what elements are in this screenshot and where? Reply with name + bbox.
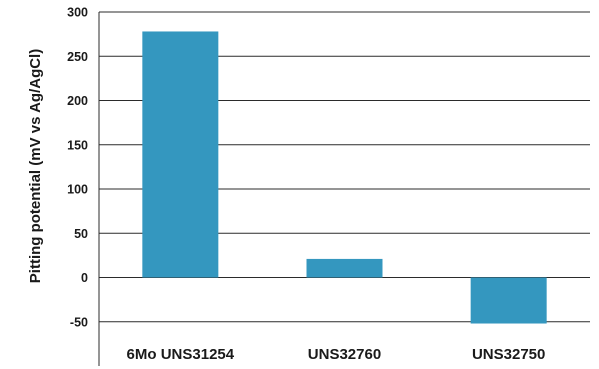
category-label: UNS32760 xyxy=(308,346,381,363)
bar-uns32750 xyxy=(470,277,547,324)
y-tick-label: 250 xyxy=(67,50,88,64)
bar-6mo-uns31254 xyxy=(142,31,219,278)
y-tick-label: 300 xyxy=(67,6,88,20)
y-tick-label: 0 xyxy=(81,271,88,285)
y-tick-label: 50 xyxy=(74,227,88,241)
y-tick-label: 150 xyxy=(67,138,88,152)
y-tick-label: -50 xyxy=(70,315,88,329)
y-tick-label: 200 xyxy=(67,94,88,108)
y-tick-labels: 300 250 200 150 100 50 0 -50 xyxy=(67,6,88,330)
bars xyxy=(142,31,547,324)
category-label: 6Mo UNS31254 xyxy=(127,346,235,363)
y-axis-label: Pitting potential (mV vs Ag/AgCl) xyxy=(27,49,44,283)
bar-uns32760 xyxy=(306,258,383,278)
category-label: UNS32750 xyxy=(472,346,545,363)
category-labels: 6Mo UNS31254 UNS32760 UNS32750 xyxy=(127,346,546,363)
y-tick-label: 100 xyxy=(67,183,88,197)
